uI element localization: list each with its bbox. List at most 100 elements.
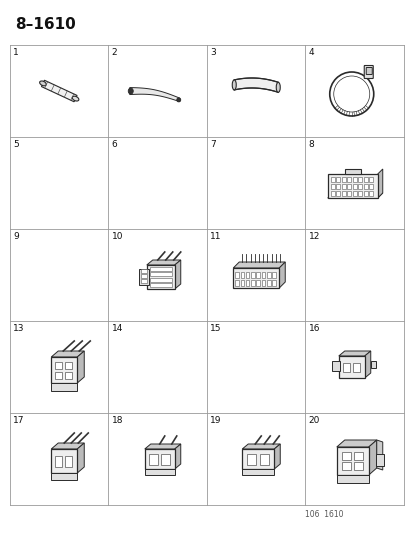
Text: 6: 6 [111, 140, 117, 149]
Polygon shape [364, 351, 370, 378]
Text: 106  1610: 106 1610 [304, 510, 343, 519]
Bar [150, 278, 171, 281]
Bar [146, 265, 174, 289]
Bar [138, 269, 148, 285]
Bar [336, 475, 368, 483]
Polygon shape [376, 440, 382, 470]
Polygon shape [327, 193, 382, 198]
Bar [330, 177, 334, 182]
Bar [266, 272, 270, 278]
Bar [330, 191, 334, 196]
Ellipse shape [232, 80, 236, 90]
Bar [338, 356, 364, 378]
Bar [55, 456, 62, 467]
Bar [51, 357, 77, 383]
Bar [347, 191, 350, 196]
Text: 8: 8 [308, 140, 313, 149]
Bar [363, 177, 367, 182]
Bar [140, 269, 146, 273]
Polygon shape [174, 444, 180, 469]
Bar [261, 280, 265, 286]
Polygon shape [377, 169, 382, 198]
Bar [368, 177, 373, 182]
FancyBboxPatch shape [366, 68, 371, 75]
Bar [344, 169, 360, 174]
Bar [245, 280, 249, 286]
Bar [233, 268, 279, 288]
Bar [341, 177, 345, 182]
Bar [341, 462, 350, 470]
Bar [242, 449, 273, 469]
Polygon shape [174, 260, 180, 289]
Bar [51, 449, 77, 473]
Bar [352, 184, 356, 189]
Bar [240, 272, 243, 278]
Bar [357, 184, 361, 189]
Polygon shape [233, 262, 285, 268]
Text: 17: 17 [13, 416, 24, 425]
Text: 10: 10 [111, 232, 123, 241]
Polygon shape [273, 444, 280, 469]
Bar [335, 177, 339, 182]
Text: 3: 3 [209, 48, 215, 57]
Polygon shape [77, 443, 84, 473]
Text: 9: 9 [13, 232, 19, 241]
Bar [140, 274, 146, 278]
Text: 8–1610: 8–1610 [15, 17, 76, 32]
Ellipse shape [275, 82, 280, 92]
Bar [266, 280, 270, 286]
Bar [370, 361, 375, 368]
Bar [330, 184, 334, 189]
Text: 11: 11 [209, 232, 221, 241]
Bar [261, 272, 265, 278]
Bar [260, 454, 268, 465]
Bar [363, 191, 367, 196]
Bar [342, 363, 349, 372]
Bar [247, 454, 256, 465]
Text: 2: 2 [111, 48, 117, 57]
Polygon shape [77, 351, 84, 383]
Bar [335, 191, 339, 196]
Bar [235, 280, 238, 286]
Text: 5: 5 [13, 140, 19, 149]
Bar [347, 177, 350, 182]
Polygon shape [368, 440, 376, 475]
Bar [251, 280, 254, 286]
Bar [352, 191, 356, 196]
Polygon shape [145, 444, 180, 449]
Bar [145, 469, 174, 475]
Text: 4: 4 [308, 48, 313, 57]
Bar [331, 361, 339, 371]
Bar [357, 191, 361, 196]
Bar [256, 280, 259, 286]
Bar [245, 272, 249, 278]
Bar [368, 191, 373, 196]
Bar [352, 177, 356, 182]
Bar [148, 454, 157, 465]
Bar [375, 454, 383, 466]
Bar [336, 447, 368, 475]
Text: 18: 18 [111, 416, 123, 425]
Bar [235, 272, 238, 278]
Polygon shape [242, 444, 280, 449]
Text: 16: 16 [308, 324, 319, 333]
Bar [160, 454, 169, 465]
Bar [272, 272, 275, 278]
Bar [341, 184, 345, 189]
Polygon shape [234, 78, 278, 92]
Bar [341, 191, 345, 196]
Bar [335, 184, 339, 189]
Ellipse shape [128, 88, 133, 94]
Polygon shape [129, 87, 179, 102]
Bar [65, 456, 72, 467]
Text: 15: 15 [209, 324, 221, 333]
Bar [341, 452, 350, 460]
Bar [347, 184, 350, 189]
Text: 12: 12 [308, 232, 319, 241]
Ellipse shape [40, 81, 46, 86]
Polygon shape [279, 262, 285, 288]
Bar [240, 280, 243, 286]
Bar [51, 473, 77, 480]
Bar [150, 272, 171, 276]
Bar [352, 363, 359, 372]
